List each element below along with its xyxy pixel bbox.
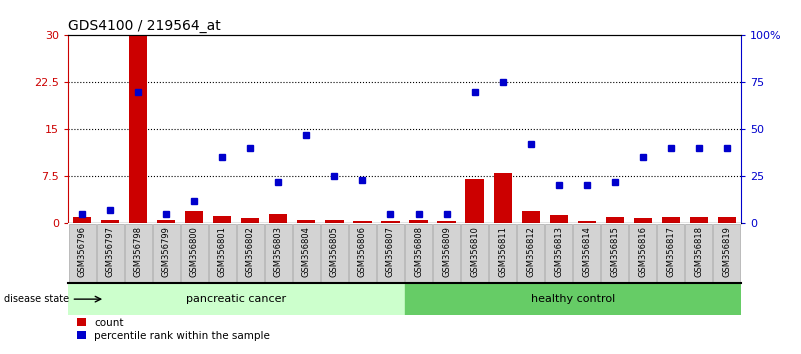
FancyBboxPatch shape (630, 224, 656, 282)
FancyBboxPatch shape (489, 224, 516, 282)
Bar (606, 217, 624, 223)
FancyBboxPatch shape (405, 224, 432, 282)
Bar (493, 173, 512, 223)
Bar (718, 217, 736, 223)
FancyBboxPatch shape (293, 224, 320, 282)
Bar (578, 221, 596, 223)
Bar (129, 35, 147, 223)
Text: GSM356812: GSM356812 (526, 226, 535, 277)
Text: GSM356807: GSM356807 (386, 226, 395, 277)
FancyBboxPatch shape (153, 224, 179, 282)
FancyBboxPatch shape (461, 224, 488, 282)
Bar (241, 218, 260, 223)
FancyBboxPatch shape (265, 224, 292, 282)
Text: GSM356803: GSM356803 (274, 226, 283, 277)
Text: GSM356802: GSM356802 (246, 226, 255, 277)
Bar (185, 211, 203, 223)
Bar (213, 216, 231, 223)
Bar (297, 220, 316, 223)
Text: GSM356797: GSM356797 (106, 226, 115, 277)
FancyBboxPatch shape (517, 224, 544, 282)
FancyBboxPatch shape (349, 224, 376, 282)
FancyBboxPatch shape (658, 224, 684, 282)
Bar (353, 221, 372, 223)
Bar (521, 211, 540, 223)
Text: GSM356799: GSM356799 (162, 226, 171, 277)
Text: GSM356818: GSM356818 (694, 226, 703, 277)
Text: GSM356808: GSM356808 (414, 226, 423, 277)
Text: GSM356815: GSM356815 (610, 226, 619, 277)
Text: GSM356806: GSM356806 (358, 226, 367, 277)
Bar (549, 215, 568, 223)
FancyBboxPatch shape (377, 224, 404, 282)
FancyBboxPatch shape (321, 224, 348, 282)
Text: GSM356805: GSM356805 (330, 226, 339, 277)
Legend: count, percentile rank within the sample: count, percentile rank within the sample (74, 314, 274, 345)
FancyBboxPatch shape (181, 224, 207, 282)
Text: disease state: disease state (4, 294, 69, 304)
Text: GSM356798: GSM356798 (134, 226, 143, 277)
Text: GSM356813: GSM356813 (554, 226, 563, 277)
Text: GSM356816: GSM356816 (638, 226, 647, 277)
Text: GSM356819: GSM356819 (723, 226, 731, 277)
Bar (68, 283, 405, 315)
Bar (634, 218, 652, 223)
FancyBboxPatch shape (237, 224, 264, 282)
Bar (381, 221, 400, 223)
Bar (662, 217, 680, 223)
Text: healthy control: healthy control (530, 294, 615, 304)
FancyBboxPatch shape (97, 224, 123, 282)
FancyBboxPatch shape (602, 224, 628, 282)
Text: GSM356811: GSM356811 (498, 226, 507, 277)
Bar (73, 217, 91, 223)
Text: GSM356809: GSM356809 (442, 226, 451, 277)
Bar (325, 220, 344, 223)
Bar (437, 221, 456, 223)
FancyBboxPatch shape (574, 224, 600, 282)
Text: pancreatic cancer: pancreatic cancer (186, 294, 287, 304)
Text: GSM356814: GSM356814 (582, 226, 591, 277)
Text: GSM356817: GSM356817 (666, 226, 675, 277)
FancyBboxPatch shape (125, 224, 151, 282)
Text: GSM356796: GSM356796 (78, 226, 87, 277)
Bar (465, 179, 484, 223)
Bar (157, 220, 175, 223)
Bar (690, 217, 708, 223)
Bar (409, 220, 428, 223)
Bar (405, 283, 741, 315)
FancyBboxPatch shape (69, 224, 95, 282)
FancyBboxPatch shape (545, 224, 572, 282)
FancyBboxPatch shape (433, 224, 460, 282)
FancyBboxPatch shape (209, 224, 235, 282)
Text: GSM356804: GSM356804 (302, 226, 311, 277)
Bar (101, 220, 119, 223)
FancyBboxPatch shape (714, 224, 740, 282)
FancyBboxPatch shape (686, 224, 712, 282)
Text: GSM356800: GSM356800 (190, 226, 199, 277)
Text: GSM356810: GSM356810 (470, 226, 479, 277)
Text: GSM356801: GSM356801 (218, 226, 227, 277)
Text: GDS4100 / 219564_at: GDS4100 / 219564_at (68, 19, 221, 33)
Bar (269, 214, 288, 223)
